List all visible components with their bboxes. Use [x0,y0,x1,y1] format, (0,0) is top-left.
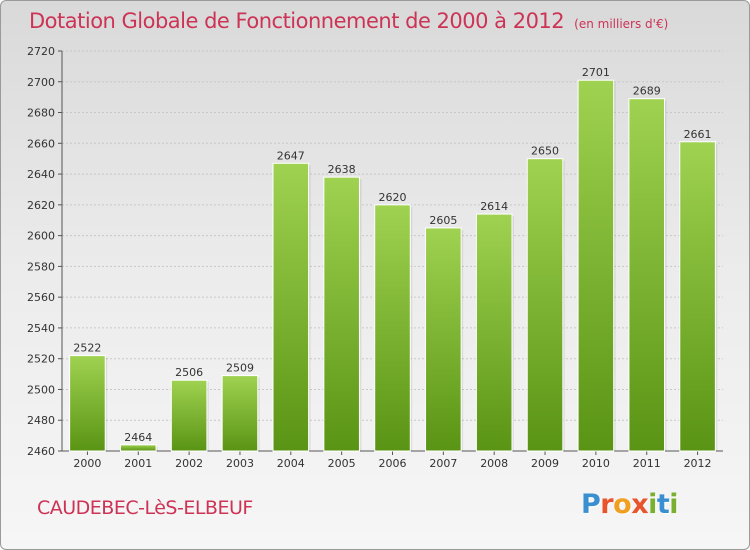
x-tick-label: 2003 [226,457,254,470]
y-tick-label: 2720 [27,45,55,58]
value-label: 2638 [328,163,356,176]
value-label: 2509 [226,362,254,375]
x-tick-label: 2010 [582,457,610,470]
y-tick-label: 2600 [27,230,55,243]
bar [221,375,259,452]
bar [69,355,106,452]
y-tick-label: 2460 [27,445,55,458]
value-label: 2701 [582,66,610,79]
x-tick-label: 2006 [379,457,407,470]
bar [374,204,411,452]
y-tick-label: 2640 [27,168,55,181]
y-tick-label: 2700 [27,76,55,89]
value-label: 2605 [429,214,457,227]
bar [679,141,716,452]
x-tick-label: 2002 [175,457,203,470]
logo-letter: o [613,489,632,520]
y-tick-label: 2660 [27,137,55,150]
bar [170,379,208,452]
bar [577,79,615,452]
bars [69,79,718,452]
value-label: 2661 [684,128,712,141]
x-tick-label: 2012 [684,457,712,470]
commune-name: CAUDEBEC-LèS-ELBEUF [37,497,253,519]
y-tick-label: 2560 [27,291,55,304]
y-tick-label: 2480 [27,414,55,427]
x-tick-label: 2011 [633,457,661,470]
x-tick-label: 2009 [531,457,559,470]
value-label: 2650 [531,145,559,158]
x-tick-label: 2000 [73,457,101,470]
bar [526,158,564,452]
logo-letter: P [581,489,601,520]
value-label: 2522 [73,342,101,355]
value-label: 2464 [124,431,152,444]
value-label: 2620 [379,191,407,204]
bar [475,213,513,452]
value-labels: 2522 2464 2506 2509 2647 2638 2620 2605 2614 2650… [73,66,711,444]
logo-letter: x [631,489,649,520]
x-tick-label: 2004 [277,457,305,470]
logo-letter: i [669,489,679,520]
logo-letter: i [648,489,657,520]
value-label: 2506 [175,366,203,379]
y-tick-label: 2520 [27,353,55,366]
bar [323,176,360,452]
y-tick-label: 2580 [27,260,55,273]
bar [425,227,462,452]
x-tick-label: 2001 [124,457,152,470]
y-tick-label: 2620 [27,199,55,212]
value-label: 2689 [633,85,661,98]
chart-subtitle: (en milliers d'€) [574,17,669,31]
chart-title-text: Dotation Globale de Fonctionnement de 20… [29,9,565,33]
x-tick-label: 2008 [480,457,508,470]
proxiti-logo: Proxiti [581,489,679,520]
y-tick-label: 2680 [27,107,55,120]
y-tick-label: 2540 [27,322,55,335]
bar [119,444,157,452]
value-label: 2647 [277,149,305,162]
axes: 2460 2480 2500 2520 2540 2560 2580 2600 2620 2640… [27,45,723,470]
bar [272,162,310,452]
x-tick-label: 2007 [429,457,457,470]
logo-letter: r [600,489,614,520]
x-tick-label: 2005 [328,457,356,470]
value-label: 2614 [480,200,508,213]
bar [628,98,666,452]
y-tick-label: 2500 [27,383,55,396]
logo-letter: t [656,489,670,520]
chart-title: Dotation Globale de Fonctionnement de 20… [29,9,668,33]
